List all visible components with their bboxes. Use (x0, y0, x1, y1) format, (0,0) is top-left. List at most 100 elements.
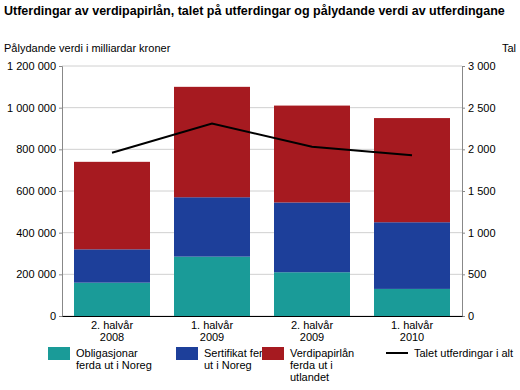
bar (374, 118, 450, 222)
tick: 1 000 000 (7, 102, 62, 114)
grid (62, 66, 462, 316)
tick-mark (462, 108, 465, 109)
tick-mark (59, 316, 62, 317)
y-axis-label: Pålydande verdi i milliardar kroner (4, 42, 171, 54)
text-line: Verdipapirlån (290, 347, 354, 359)
tick-mark (462, 149, 465, 150)
legend: Obligasjonarferda ut i Noreg Sertifikat f… (48, 347, 513, 383)
x-axis: 2. halvår20081. halvår20092. halvår20091… (63, 316, 463, 343)
tick: 2 500 (462, 102, 496, 114)
bar (174, 257, 250, 316)
tick-mark (462, 274, 465, 275)
text-line: Talet utferdingar i alt (414, 347, 513, 359)
text-line: ferda ut i Noreg (76, 359, 152, 371)
chart: Utferdingar av verdipapirlån, talet på u… (0, 0, 520, 390)
tick-mark (59, 108, 62, 109)
axis-line (59, 67, 63, 317)
tick-label: 1 500 (468, 185, 496, 197)
bar (374, 289, 450, 316)
tick-label: 1. halvår2010 (391, 319, 434, 343)
tick: 2 000 (462, 143, 496, 155)
legend-label: Talet utferdingar i alt (414, 347, 513, 359)
text-line: 2009 (200, 331, 224, 343)
text-line: 2009 (300, 331, 324, 343)
tick: 2. halvår2008 (91, 316, 134, 343)
tick-mark (59, 149, 62, 150)
legend-item: Sertifikat ferdaut i Noreg (176, 347, 276, 371)
tick-label: 3 000 (468, 60, 496, 72)
text-line: 2008 (100, 331, 124, 343)
tick-label: 1 000 (468, 227, 496, 239)
tick: 500 (462, 268, 486, 280)
grid-line (62, 66, 462, 67)
legend-swatch (176, 347, 198, 360)
bar (174, 197, 250, 256)
tick: 1. halvår2009 (191, 316, 234, 343)
text-line: 1. halvår (191, 319, 234, 331)
tick-label: 2 000 (468, 143, 496, 155)
tick-label: 2 500 (468, 102, 496, 114)
tick: 0 (462, 310, 474, 322)
y2-axis-label: Tal (502, 42, 516, 54)
tick-label: 2. halvår2009 (291, 319, 334, 343)
legend-item: Obligasjonarferda ut i Noreg (48, 347, 152, 371)
tick-label: 1. halvår2009 (191, 319, 234, 343)
legend-item: Verdipapirlånferda ut iutlandet (262, 347, 354, 383)
tick-mark (462, 233, 465, 234)
bar (74, 162, 150, 250)
tick-mark (462, 191, 465, 192)
y2-axis: 0 500 1 000 1 500 2 000 2 500 3 000 (462, 60, 496, 322)
tick: 1 500 (462, 185, 496, 197)
tick-label: 1 200 000 (7, 60, 56, 72)
legend-swatch (262, 347, 284, 360)
text-line: 2010 (400, 331, 424, 343)
title: Utferdingar av verdipapirlån, talet på u… (4, 4, 505, 18)
tick-label: 2. halvår2008 (91, 319, 134, 343)
axis-line (63, 316, 463, 317)
bar (374, 222, 450, 289)
legend-item: Talet utferdingar i alt (386, 347, 513, 359)
text-line: 1. halvår (391, 319, 434, 331)
bar (274, 202, 350, 272)
legend-swatch (48, 347, 70, 360)
tick: 0 (50, 310, 62, 322)
tick-mark (59, 233, 62, 234)
tick: 1. halvår2010 (391, 316, 434, 343)
text-line: Utferdingar av verdipapirlån, talet på u… (4, 4, 505, 18)
text-line: ferda ut i (290, 359, 333, 371)
tick-label: 600 000 (16, 185, 56, 197)
tick-label: 500 (468, 268, 486, 280)
tick-label: 800 000 (16, 143, 56, 155)
text-line: 2. halvår (91, 319, 134, 331)
grid-line (62, 107, 462, 108)
legend-label: Obligasjonarferda ut i Noreg (76, 347, 152, 371)
tick-mark (462, 66, 465, 67)
tick: 1 000 (462, 227, 496, 239)
bar (274, 106, 350, 203)
text-line: utlandet (290, 371, 329, 383)
tick-label: 200 000 (16, 268, 56, 280)
tick: 800 000 (16, 143, 62, 155)
text-line: ut i Noreg (204, 359, 252, 371)
bar (274, 272, 350, 316)
plot-area (74, 87, 450, 316)
axis-line (463, 67, 466, 317)
legend-swatch (386, 352, 408, 354)
tick: 2. halvår2009 (291, 316, 334, 343)
legend-label: Verdipapirlånferda ut iutlandet (290, 347, 354, 383)
tick: 3 000 (462, 60, 496, 72)
tick-label: 1 000 000 (7, 102, 56, 114)
tick: 400 000 (16, 227, 62, 239)
tick: 600 000 (16, 185, 62, 197)
tick-mark (59, 274, 62, 275)
bar (174, 87, 250, 197)
tick-label: 0 (50, 310, 56, 322)
tick-mark (59, 66, 62, 67)
y-axis: 0 200 000 400 000 600 000 800 000 1 000 000 1 … (7, 60, 62, 322)
text-line: 2. halvår (291, 319, 334, 331)
bar (74, 249, 150, 282)
tick-mark (59, 191, 62, 192)
tick-label: 0 (468, 310, 474, 322)
text-line: Obligasjonar (76, 347, 138, 359)
tick-label: 400 000 (16, 227, 56, 239)
